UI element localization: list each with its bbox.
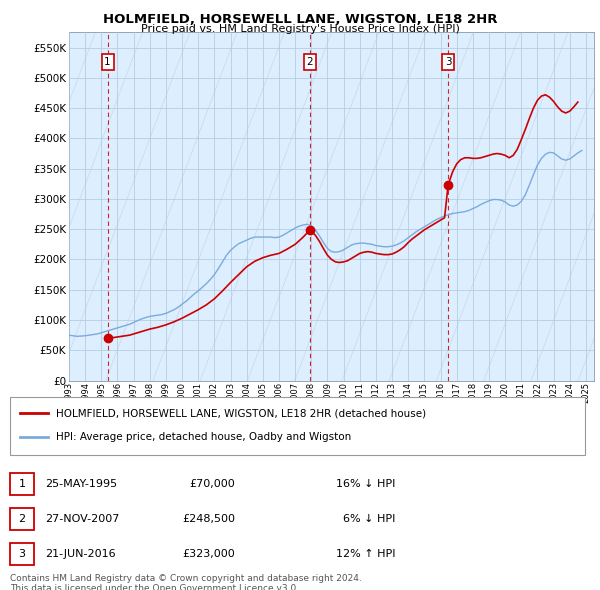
Bar bbox=[10, 398, 585, 455]
Text: 16% ↓ HPI: 16% ↓ HPI bbox=[335, 479, 395, 489]
Text: 21-JUN-2016: 21-JUN-2016 bbox=[45, 549, 116, 559]
Text: 1: 1 bbox=[19, 479, 25, 489]
Text: 2: 2 bbox=[19, 514, 26, 524]
Bar bbox=[10, 473, 34, 495]
Text: 12% ↑ HPI: 12% ↑ HPI bbox=[335, 549, 395, 559]
Text: Price paid vs. HM Land Registry's House Price Index (HPI): Price paid vs. HM Land Registry's House … bbox=[140, 24, 460, 34]
Text: 1: 1 bbox=[104, 57, 111, 67]
Bar bbox=[10, 543, 34, 565]
Text: 3: 3 bbox=[19, 549, 25, 559]
Text: 27-NOV-2007: 27-NOV-2007 bbox=[45, 514, 119, 524]
Text: HOLMFIELD, HORSEWELL LANE, WIGSTON, LE18 2HR (detached house): HOLMFIELD, HORSEWELL LANE, WIGSTON, LE18… bbox=[56, 408, 426, 418]
Text: £323,000: £323,000 bbox=[182, 549, 235, 559]
Text: HOLMFIELD, HORSEWELL LANE, WIGSTON, LE18 2HR: HOLMFIELD, HORSEWELL LANE, WIGSTON, LE18… bbox=[103, 13, 497, 26]
Text: £70,000: £70,000 bbox=[189, 479, 235, 489]
Text: 3: 3 bbox=[445, 57, 451, 67]
Bar bbox=[10, 508, 34, 530]
Text: HPI: Average price, detached house, Oadby and Wigston: HPI: Average price, detached house, Oadb… bbox=[56, 432, 351, 442]
Text: Contains HM Land Registry data © Crown copyright and database right 2024.
This d: Contains HM Land Registry data © Crown c… bbox=[10, 574, 362, 590]
Text: 25-MAY-1995: 25-MAY-1995 bbox=[45, 479, 117, 489]
Text: 6% ↓ HPI: 6% ↓ HPI bbox=[343, 514, 395, 524]
Text: £248,500: £248,500 bbox=[182, 514, 235, 524]
Text: 2: 2 bbox=[307, 57, 313, 67]
